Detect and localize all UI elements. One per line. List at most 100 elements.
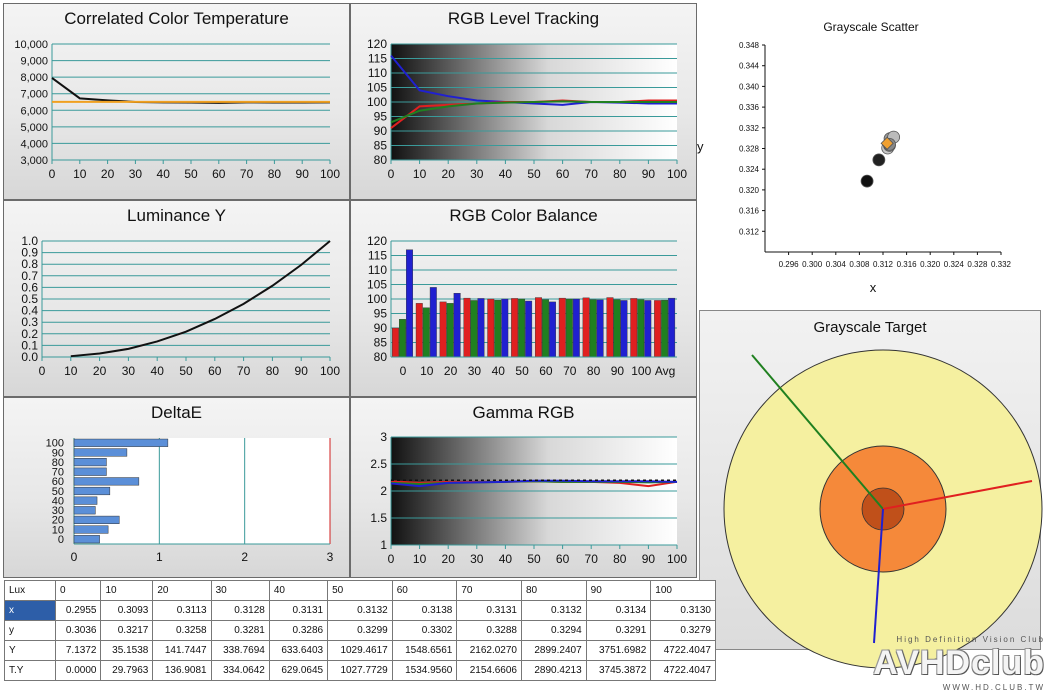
table-cell: 0.3258 bbox=[152, 620, 212, 641]
scatter-point bbox=[860, 174, 874, 188]
x-tick-label: 0.296 bbox=[779, 260, 800, 269]
cct-panel: Correlated Color Temperature 10,000 9,000… bbox=[3, 3, 350, 200]
x-tick-label: 60 bbox=[556, 552, 570, 566]
bar bbox=[630, 298, 638, 358]
table-cell: 1534.9560 bbox=[391, 660, 458, 681]
y-tick-label: 80 bbox=[52, 457, 64, 469]
gamma-title: Gamma RGB bbox=[472, 403, 575, 422]
x-tick-label: 2 bbox=[241, 550, 248, 564]
y-tick-label: 0.336 bbox=[739, 103, 760, 112]
y-tick-label: 0.4 bbox=[21, 304, 38, 318]
luminance-chart: 1.00.90.80.70.60.50.40.30.20.10.00 10 20 30… bbox=[21, 234, 340, 378]
table-row-label[interactable]: x bbox=[4, 600, 56, 621]
y-tick-label: 70 bbox=[52, 467, 64, 479]
bar bbox=[422, 307, 430, 358]
bar bbox=[391, 327, 399, 358]
y-tick-label: 105 bbox=[367, 81, 387, 95]
y-tick-label: 10 bbox=[52, 524, 64, 536]
bar bbox=[73, 535, 100, 544]
x-tick-label: 90 bbox=[295, 364, 309, 378]
y-tick-label: 0 bbox=[58, 534, 64, 546]
table-column-header: 20 bbox=[152, 580, 212, 601]
y-tick-label: 110 bbox=[368, 66, 387, 80]
x-tick-label: 90 bbox=[642, 552, 656, 566]
table-cell: 0.3217 bbox=[100, 620, 154, 641]
x-tick-label: 90 bbox=[611, 364, 625, 378]
y-tick-label: 4,000 bbox=[20, 138, 48, 150]
x-tick-label: 90 bbox=[642, 167, 656, 181]
table-cell: 0.3291 bbox=[585, 620, 652, 641]
x-tick-label: 0.300 bbox=[802, 260, 823, 269]
scatter-point bbox=[872, 153, 886, 167]
x-tick-label: 0 bbox=[49, 167, 56, 181]
x-tick-label: 40 bbox=[492, 364, 506, 378]
table-row-label[interactable]: T.Y bbox=[4, 660, 56, 681]
x-tick-label: 0.308 bbox=[849, 260, 870, 269]
bar bbox=[518, 298, 526, 358]
table-column-header: 80 bbox=[521, 580, 587, 601]
bar bbox=[654, 300, 662, 358]
y-tick-label: 0.1 bbox=[21, 338, 38, 352]
table-column-header: 40 bbox=[268, 580, 329, 601]
x-tick-label: 60 bbox=[208, 364, 222, 378]
x-tick-label: 100 bbox=[320, 167, 340, 181]
series-line-0 bbox=[70, 240, 331, 358]
table-cell: 0.3288 bbox=[456, 620, 522, 641]
bar bbox=[572, 298, 580, 358]
x-tick-label: 50 bbox=[527, 552, 541, 566]
data-table: Lux 0 10 20 30 40 50 60 70 80 90 100 x 0.2955 0.3093 0.… bbox=[4, 580, 716, 684]
x-tick-label: 70 bbox=[240, 167, 254, 181]
cct-chart: 10,000 9,000 8,000 7,000 6,000 5,000 4,000 3,00… bbox=[14, 39, 340, 181]
y-tick-label: 0.344 bbox=[739, 62, 760, 71]
bar bbox=[582, 297, 590, 358]
table-cell: 0.3113 bbox=[152, 600, 212, 621]
deltae-title: DeltaE bbox=[150, 403, 203, 422]
table-cell: 136.9081 bbox=[152, 660, 212, 681]
table-cell: 633.6403 bbox=[268, 640, 329, 661]
bar bbox=[525, 300, 533, 358]
x-tick-label: 0.324 bbox=[944, 260, 965, 269]
x-tick-label: 3 bbox=[327, 550, 334, 564]
bar bbox=[73, 486, 111, 496]
table-cell: 0.3294 bbox=[521, 620, 587, 641]
x-tick-label: 0.332 bbox=[991, 260, 1012, 269]
green-vector bbox=[751, 354, 884, 510]
bar bbox=[73, 515, 120, 524]
y-tick-label: 0.5 bbox=[21, 292, 38, 306]
bar bbox=[429, 287, 437, 358]
x-tick-label: 10 bbox=[73, 167, 87, 181]
x-tick-label: 50 bbox=[527, 167, 541, 181]
x-axis-label: x bbox=[870, 280, 877, 295]
table-row-label[interactable]: Y bbox=[4, 640, 56, 661]
y-tick-label: 80 bbox=[374, 350, 388, 364]
y-tick-label: 115 bbox=[368, 249, 387, 263]
table-cell: 0.3134 bbox=[585, 600, 652, 621]
x-tick-label: 40 bbox=[151, 364, 165, 378]
x-tick-label: 80 bbox=[268, 167, 282, 181]
x-tick-label: 0 bbox=[400, 364, 407, 378]
rgb-balance-title: RGB Color Balance bbox=[449, 206, 598, 225]
bar bbox=[501, 298, 509, 358]
bar bbox=[558, 297, 566, 358]
target-marker bbox=[880, 136, 894, 150]
logo-text: AVHDclub bbox=[873, 644, 1045, 682]
y-tick-label: 95 bbox=[374, 110, 388, 124]
x-tick-label: 30 bbox=[129, 167, 143, 181]
x-tick-label: 0 bbox=[39, 364, 46, 378]
x-tick-label: 0.316 bbox=[897, 260, 918, 269]
table-cell: 1029.4617 bbox=[327, 640, 393, 661]
table-cell: 0.3128 bbox=[210, 600, 270, 621]
bar bbox=[73, 438, 169, 447]
blue-vector bbox=[873, 508, 884, 644]
x-tick-label: 40 bbox=[499, 167, 513, 181]
y-axis-label: y bbox=[697, 139, 704, 154]
table-row-label[interactable]: y bbox=[4, 620, 56, 641]
logo: High Definition Vision Club AVHDclub WWW… bbox=[873, 635, 1045, 692]
y-tick-label: 120 bbox=[367, 37, 387, 51]
x-tick-label: 40 bbox=[157, 167, 171, 181]
y-tick-label: 6,000 bbox=[20, 105, 48, 117]
y-tick-label: 0.8 bbox=[21, 257, 38, 271]
bar bbox=[620, 300, 628, 358]
